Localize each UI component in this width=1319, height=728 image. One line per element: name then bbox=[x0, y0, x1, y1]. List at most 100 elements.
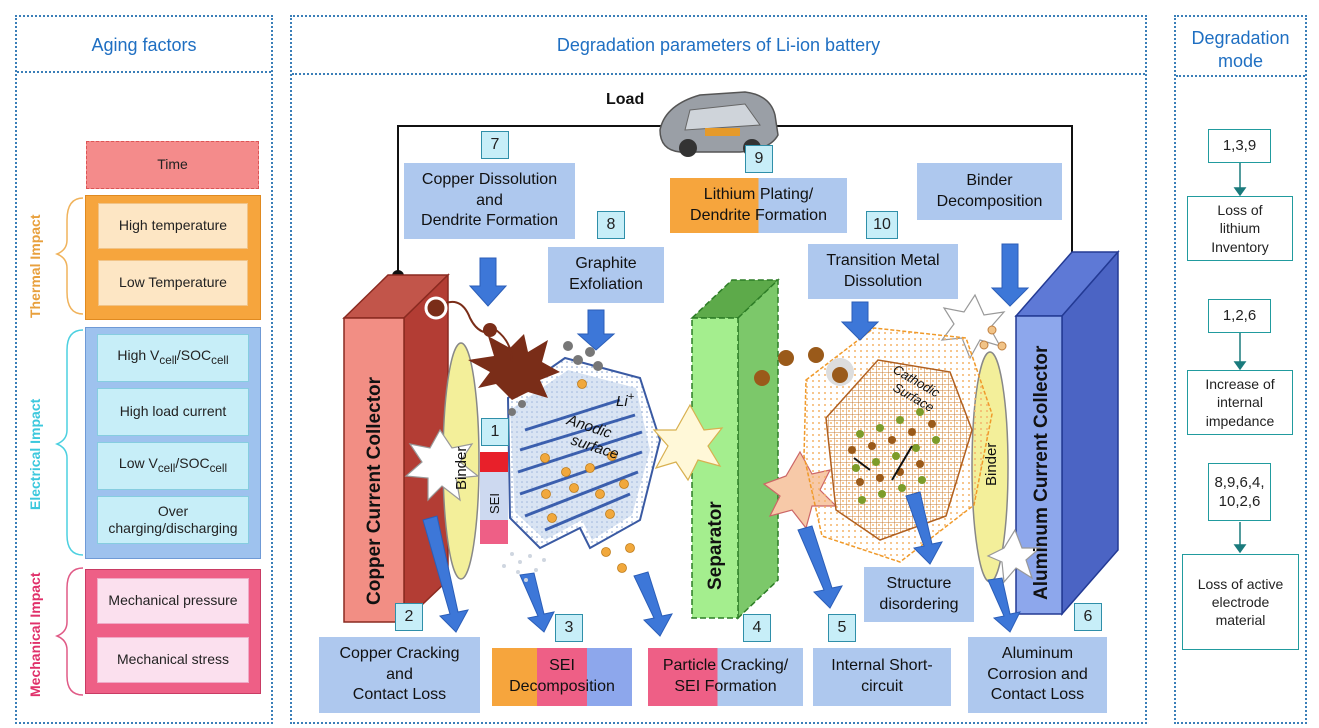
mode3-line1: Loss of active bbox=[1197, 575, 1284, 592]
low-voltage-factor: Low Vcell/SOCcell bbox=[97, 442, 249, 490]
high-voltage-sub: cell bbox=[159, 354, 177, 368]
sei-decomposition-line2: Decomposition bbox=[509, 678, 615, 695]
low-voltage-soc-sub: cell bbox=[209, 462, 228, 476]
badge-2: 2 bbox=[395, 603, 423, 631]
mode3-numbers-line1: 8,9,6,4, bbox=[1214, 473, 1265, 491]
lithium-plating-line1: Lithium Plating/ bbox=[703, 185, 814, 203]
copper-cracking-line3: Contact Loss bbox=[352, 686, 447, 704]
copper-dissolution-line1: Copper Dissolution bbox=[421, 170, 558, 188]
mode-connectors bbox=[1233, 160, 1247, 554]
sei-label: SEI bbox=[487, 493, 502, 514]
low-temperature-label: Low Temperature bbox=[119, 274, 227, 291]
lithium-plating-line2: Dendrite Formation bbox=[690, 206, 827, 224]
high-load-current-label: High load current bbox=[119, 403, 227, 420]
li-ion-label: Li+ bbox=[616, 391, 635, 410]
structure-disordering-line2: disordering bbox=[879, 595, 959, 613]
degradation-mode-title-line1: Degradation bbox=[1191, 28, 1290, 48]
high-voltage-factor: High Vcell/SOCcell bbox=[97, 334, 249, 382]
particle-cracking-callout: Particle Cracking/ SEI Formation bbox=[648, 648, 803, 706]
copper-collector-label: Copper Current Collector bbox=[364, 376, 385, 605]
over-charging-line2: charging/discharging bbox=[108, 520, 238, 536]
time-factor: Time bbox=[86, 141, 259, 189]
aluminum-corrosion-line1: Aluminum bbox=[1001, 644, 1074, 662]
high-voltage-soc: /SOC bbox=[176, 347, 212, 364]
mode3-line2: electrode bbox=[1211, 593, 1270, 610]
transition-metal-line1: Transition Metal bbox=[826, 251, 940, 269]
over-charging-line1: Over bbox=[157, 502, 189, 519]
low-voltage-soc: /SOC bbox=[175, 455, 210, 472]
mode3-line3: material bbox=[1215, 612, 1266, 629]
degradation-parameters-panel: Degradation parameters of Li-ion battery bbox=[290, 15, 1147, 724]
mode1-line2: lithium bbox=[1219, 220, 1261, 237]
aging-factors-panel: Aging factors bbox=[15, 15, 273, 724]
low-voltage-text: Low V bbox=[118, 455, 158, 472]
high-voltage-text: High V bbox=[117, 347, 160, 364]
burst-aluminum-low bbox=[986, 528, 1042, 584]
mechanical-stress-factor: Mechanical stress bbox=[97, 637, 249, 683]
panel-divider bbox=[17, 71, 271, 73]
badge-10: 10 bbox=[866, 211, 898, 239]
high-load-current-factor: High load current bbox=[97, 388, 249, 436]
sei-decomposition-callout: SEI Decomposition bbox=[492, 648, 632, 706]
over-charging-factor: Over charging/discharging bbox=[97, 496, 249, 544]
mode1-numbers: 1,3,9 bbox=[1208, 129, 1271, 163]
aluminum-corrosion-line2: Corrosion and bbox=[987, 665, 1088, 683]
copper-cracking-line2: and bbox=[386, 665, 413, 683]
internal-short-circuit-line2: circuit bbox=[861, 678, 903, 695]
mode1-line3: Inventory bbox=[1211, 238, 1269, 255]
aluminum-corrosion-callout: Aluminum Corrosion and Contact Loss bbox=[968, 637, 1107, 713]
high-temperature-factor: High temperature bbox=[98, 203, 248, 249]
sei-layer bbox=[480, 452, 508, 544]
high-temperature-label: High temperature bbox=[118, 217, 228, 234]
mode2-line1: Increase of bbox=[1205, 376, 1275, 393]
burst-anode bbox=[652, 403, 724, 482]
mode1-line1: Loss of bbox=[1217, 202, 1263, 219]
binder-decomposition-callout: Binder Decomposition bbox=[917, 163, 1062, 220]
car-icon bbox=[659, 91, 779, 157]
degradation-mode-title: Degradation mode bbox=[1176, 27, 1305, 72]
lithium-plating-callout: Lithium Plating/ Dendrite Formation bbox=[670, 178, 847, 233]
badge-7: 7 bbox=[481, 131, 509, 159]
mechanical-impact-label: Mechanical Impact bbox=[27, 572, 43, 698]
thermal-impact-label: Thermal Impact bbox=[27, 214, 43, 318]
copper-dissolution-line3: Dendrite Formation bbox=[421, 212, 558, 230]
high-voltage-label: High Vcell/SOCcell bbox=[117, 347, 228, 368]
binder-right-label: Binder bbox=[983, 443, 1000, 486]
increase-of-internal-impedance: Increase of internal impedance bbox=[1187, 370, 1293, 435]
binder-left-label: Binder bbox=[453, 447, 470, 490]
sei-decomposition-line1: SEI bbox=[549, 657, 575, 675]
low-voltage-sub: cell bbox=[157, 462, 176, 476]
degradation-mode-panel: Degradation mode bbox=[1174, 15, 1307, 724]
transition-metal-callout: Transition Metal Dissolution bbox=[808, 244, 958, 299]
badge-3: 3 bbox=[555, 614, 583, 642]
structure-disordering-callout: Structure disordering bbox=[864, 567, 974, 622]
graphite-exfoliation-line2: Exfoliation bbox=[569, 276, 643, 293]
mode3-numbers: 8,9,6,4, 10,2,6 bbox=[1208, 463, 1271, 521]
particle-cracking-line1: Particle Cracking/ bbox=[662, 657, 789, 675]
aluminum-collector-label: Aluminum Current Collector bbox=[1031, 345, 1052, 600]
mechanical-pressure-factor: Mechanical pressure bbox=[97, 578, 249, 624]
graphite-exfoliation-callout: Graphite Exfoliation bbox=[548, 247, 664, 303]
electrical-impact-label: Electrical Impact bbox=[27, 398, 43, 510]
group-braces bbox=[55, 197, 84, 696]
copper-cracking-line1: Copper Cracking bbox=[339, 644, 460, 662]
badge-4: 4 bbox=[743, 614, 771, 642]
loss-of-active-electrode-material: Loss of active electrode material bbox=[1182, 554, 1299, 650]
time-label: Time bbox=[157, 156, 188, 173]
copper-cracking-callout: Copper Cracking and Contact Loss bbox=[319, 637, 480, 713]
panel-divider bbox=[292, 73, 1145, 75]
internal-short-circuit-line1: Internal Short- bbox=[831, 657, 933, 675]
copper-dissolution-callout: Copper Dissolution and Dendrite Formatio… bbox=[404, 163, 575, 239]
li-ion-text: Li bbox=[616, 393, 628, 410]
low-temperature-factor: Low Temperature bbox=[98, 260, 248, 306]
burst-copper bbox=[404, 428, 480, 502]
anode-particle bbox=[506, 341, 662, 573]
high-voltage-soc-sub: cell bbox=[211, 354, 229, 368]
degradation-mode-title-line2: mode bbox=[1217, 50, 1264, 71]
internal-short-circuit-callout: Internal Short- circuit bbox=[813, 648, 951, 706]
separator bbox=[690, 278, 780, 620]
mode3-numbers-line2: 10,2,6 bbox=[1218, 493, 1261, 510]
panel-divider bbox=[1176, 75, 1305, 77]
badge-5: 5 bbox=[828, 614, 856, 642]
aluminum-corrosion-line3: Contact Loss bbox=[990, 686, 1085, 704]
